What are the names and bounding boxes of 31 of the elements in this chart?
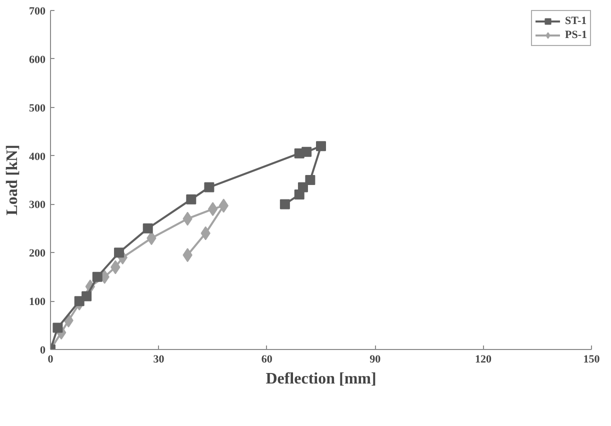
y-tick-label: 200	[29, 248, 46, 260]
point	[114, 248, 124, 258]
y-tick-label: 400	[29, 150, 46, 163]
x-tick-label: 120	[475, 354, 492, 366]
point	[302, 146, 312, 157]
legend-label: PS-1	[565, 28, 587, 42]
y-tick-label: 0	[40, 344, 46, 356]
point	[294, 190, 304, 200]
y-tick-label: 100	[29, 296, 46, 308]
point	[316, 141, 326, 152]
x-tick-label: 60	[261, 354, 273, 366]
point	[52, 322, 63, 333]
x-axis-title: Deflection [mm]	[266, 370, 376, 388]
y-tick-label: 300	[29, 199, 46, 212]
y-tick-label: 700	[29, 6, 46, 18]
x-tick-label: 150	[583, 354, 600, 366]
x-tick-label: 30	[153, 354, 165, 366]
y-axis-title: Load [kN]	[4, 144, 21, 216]
point	[305, 175, 316, 185]
point	[186, 194, 196, 204]
legend-label: ST-1	[565, 14, 587, 28]
y-tick-label: 600	[29, 54, 46, 66]
point	[92, 272, 102, 282]
point	[82, 291, 92, 302]
x-tick-label: 90	[370, 354, 382, 366]
point	[142, 223, 153, 234]
point	[208, 202, 218, 216]
x-tick-label: 0	[48, 354, 54, 366]
point	[204, 182, 214, 192]
y-tick-label: 500	[29, 102, 46, 114]
point	[280, 199, 290, 210]
